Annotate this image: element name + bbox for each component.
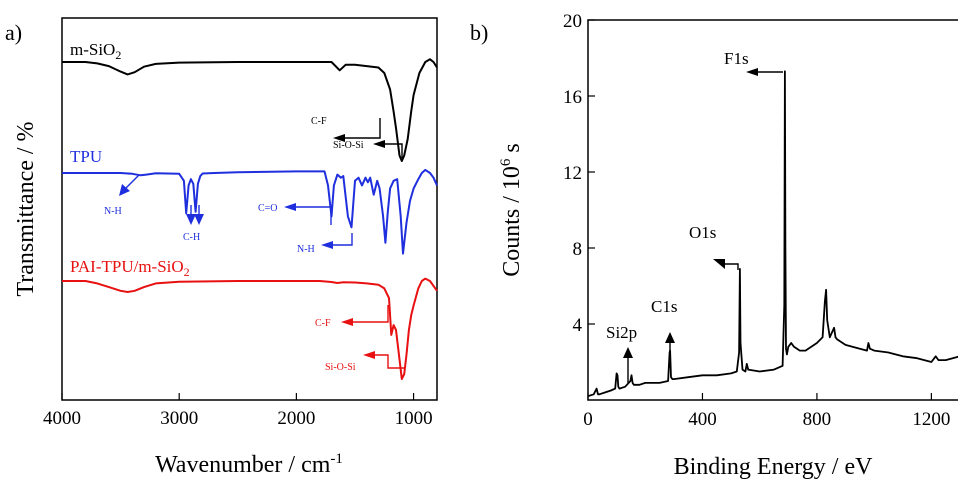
series-label-pai-tpu-m-sio2: PAI-TPU/m-SiO2 — [70, 257, 190, 279]
arrow-n-h-tpu-2 — [333, 233, 353, 246]
arrow-c-f-red — [353, 305, 389, 323]
arrowhead-n-h-tpu-1 — [119, 184, 130, 196]
panel-a-x-axis-label: Wavenumber / cm-1 — [155, 451, 343, 478]
series-label-m-sio2: m-SiO2 — [70, 40, 121, 62]
panel-b-series-line-1 — [587, 70, 958, 398]
arrowhead-c-h-a — [186, 214, 196, 225]
panel-b-x-tick-label-400: 400 — [688, 409, 717, 430]
panel-a-label: a) — [5, 20, 22, 45]
panel-b-ticks: 0 400 800 1200 4 8 12 16 20 — [563, 11, 950, 430]
annotation-n-h-tpu-2: N-H — [297, 244, 315, 255]
panel-b-y-axis-label: Counts / 106 s — [498, 143, 525, 277]
arrowhead-f1s — [746, 68, 758, 76]
panel-b-x-tick-label-0: 0 — [583, 409, 593, 430]
panel-b-x-tick-label-1200: 1200 — [912, 409, 950, 430]
annotation-si-o-si-black: Si-O-Si — [333, 140, 364, 151]
panel-b-x-axis-label: Binding Energy / eV — [674, 454, 874, 479]
arrowhead-si-o-si-red — [363, 351, 375, 359]
annotation-c-o: C=O — [258, 203, 278, 214]
arrowhead-si-o-si-black — [373, 140, 385, 148]
panel-b-y-tick-label-12: 12 — [563, 163, 582, 184]
panel-b-y-tick-label-8: 8 — [573, 239, 583, 260]
peak-arrows — [623, 68, 783, 383]
panel-a-series-line-3 — [62, 277, 438, 380]
panel-a: a) 4000 3000 2000 1000 m-SiO2 TPU PAI-TPU/m… — [5, 17, 438, 478]
peak-label-f1s: F1s — [724, 49, 749, 68]
peak-label-c1s: C1s — [651, 297, 677, 316]
panel-a-series-line-1 — [62, 58, 438, 162]
arrowhead-si2p — [623, 347, 633, 358]
panel-a-plot-frame — [61, 17, 438, 401]
arrowhead-n-h-tpu-2 — [321, 241, 333, 249]
annotations-m-sio2 — [333, 118, 403, 158]
arrowhead-c1s — [665, 332, 675, 343]
arrow-si-o-si-black — [385, 143, 403, 158]
annotations-pai-tpu — [341, 305, 404, 369]
annotations-tpu — [119, 174, 353, 249]
arrow-c-o — [296, 206, 332, 225]
arrowhead-c-h-b — [194, 214, 204, 225]
peak-label-o1s: O1s — [689, 223, 716, 242]
panel-b-label: b) — [470, 20, 488, 45]
panel-b-x-tick-label-800: 800 — [803, 409, 832, 430]
panel-b-y-tick-label-4: 4 — [573, 315, 583, 336]
panel-a-x-ticks: 4000 3000 2000 1000 — [43, 393, 433, 429]
panel-a-x-tick-label-4000: 4000 — [43, 408, 81, 429]
panel-b-plot-frame — [587, 19, 958, 401]
panel-a-series — [62, 58, 438, 380]
panel-a-y-axis-label: Transmittance / % — [13, 121, 39, 296]
panel-a-x-tick-label-1000: 1000 — [395, 408, 433, 429]
panel-a-series-line-2 — [62, 168, 438, 255]
arrowhead-c-f-red — [341, 318, 353, 326]
annotation-c-h: C-H — [183, 232, 200, 243]
peak-label-si2p: Si2p — [606, 323, 637, 342]
panel-a-x-tick-label-3000: 3000 — [160, 408, 198, 429]
annotation-si-o-si-red: Si-O-Si — [325, 362, 356, 373]
panel-b-y-tick-label-16: 16 — [563, 87, 582, 108]
arrowhead-c-f-black — [333, 134, 345, 142]
panel-b-series — [587, 70, 958, 398]
annotation-c-f-red: C-F — [315, 318, 331, 329]
arrow-o1s — [725, 263, 739, 270]
arrow-c-f-black — [345, 118, 381, 139]
annotation-n-h-tpu-1: N-H — [104, 206, 122, 217]
arrow-si-o-si-red — [375, 354, 404, 369]
arrowhead-o1s — [713, 259, 725, 269]
panel-a-x-tick-label-2000: 2000 — [277, 408, 315, 429]
arrow-n-h-tpu-1 — [123, 174, 140, 191]
series-label-tpu: TPU — [70, 147, 102, 166]
annotation-c-f-black: C-F — [311, 116, 327, 127]
panel-b-y-tick-label-20: 20 — [563, 11, 582, 32]
arrowhead-c-o — [284, 203, 296, 211]
